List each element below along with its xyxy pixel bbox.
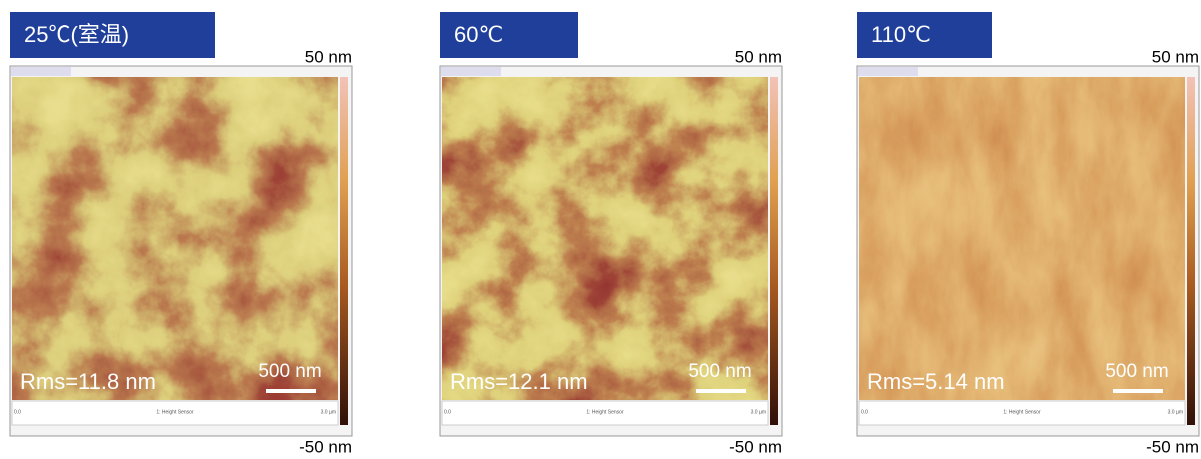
channel-name: 1: Height Sensor (1003, 409, 1041, 415)
scale-top: 50 nm (1152, 47, 1199, 66)
panel-label: 25℃(室温) (24, 22, 129, 47)
scale-bottom: -50 nm (299, 437, 352, 456)
channel-name: 1: Height Sensor (586, 409, 624, 415)
panel-label: 60℃ (454, 22, 503, 47)
color-bar (770, 77, 778, 425)
rms-label: Rms=11.8 nm (20, 369, 156, 394)
axis-end: 3.0 µm (321, 409, 336, 415)
color-bar (1187, 77, 1195, 425)
afm-panel: 110℃ 50 nm -50 nm 0.0 1: Height Sensor 3.0 µm… (857, 12, 1199, 456)
scale-bar (266, 389, 316, 393)
scale-bottom: -50 nm (729, 437, 782, 456)
axis-start: 0.0 (444, 409, 451, 415)
toolbar (441, 67, 501, 76)
scale-bar (696, 389, 746, 393)
toolbar (858, 67, 918, 76)
afm-image (859, 77, 1185, 400)
page: 25℃(室温) 50 nm -50 nm 0.0 1: Height Sensor 3.0… (0, 0, 1201, 459)
afm-panel: 25℃(室温) 50 nm -50 nm 0.0 1: Height Sensor 3.0… (10, 12, 352, 456)
scale-top: 50 nm (305, 47, 352, 66)
afm-panel: 60℃ 50 nm -50 nm 0.0 1: Height Sensor 3.0 µm R… (440, 12, 782, 456)
panel-label: 110℃ (871, 22, 931, 47)
color-bar (340, 77, 348, 425)
scale-bottom: -50 nm (1146, 437, 1199, 456)
toolbar (11, 67, 71, 76)
scale-bar-label: 500 nm (258, 361, 321, 382)
afm-image (12, 77, 338, 400)
scale-bar (1113, 389, 1163, 393)
rms-label: Rms=5.14 nm (867, 369, 1005, 394)
scale-bar-label: 500 nm (1105, 361, 1168, 382)
scale-top: 50 nm (735, 47, 782, 66)
figure: 25℃(室温) 50 nm -50 nm 0.0 1: Height Sensor 3.0… (0, 0, 1201, 459)
channel-name: 1: Height Sensor (156, 409, 194, 415)
rms-label: Rms=12.1 nm (450, 369, 588, 394)
axis-end: 3.0 µm (1168, 409, 1183, 415)
axis-end: 3.0 µm (751, 409, 766, 415)
axis-start: 0.0 (861, 409, 868, 415)
axis-start: 0.0 (14, 409, 21, 415)
afm-image (442, 77, 768, 400)
scale-bar-label: 500 nm (688, 361, 751, 382)
